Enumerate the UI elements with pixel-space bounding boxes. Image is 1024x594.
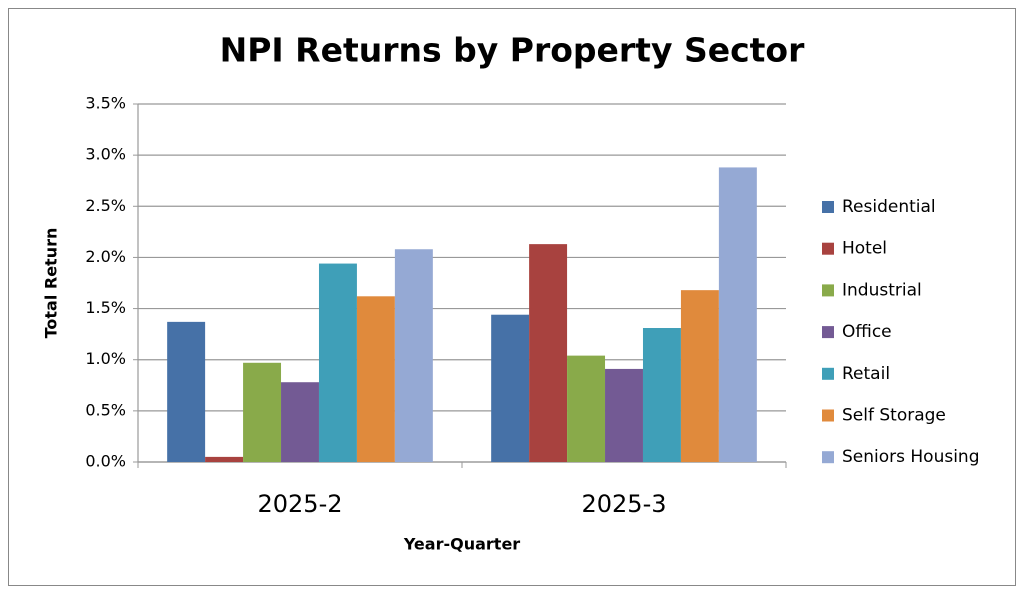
y-tick-label: 0.0% bbox=[85, 452, 126, 471]
y-tick-label: 0.5% bbox=[85, 400, 126, 419]
y-tick-label: 3.5% bbox=[85, 94, 126, 113]
legend-swatch bbox=[822, 326, 834, 339]
chart-border bbox=[8, 8, 1016, 586]
bar bbox=[243, 362, 282, 462]
x-axis-label: Year-Quarter bbox=[403, 535, 520, 554]
x-tick-label: 2025-3 bbox=[581, 490, 666, 518]
bar bbox=[318, 263, 357, 462]
bar bbox=[356, 296, 395, 462]
bar bbox=[718, 167, 757, 462]
bar bbox=[605, 368, 643, 462]
bar bbox=[642, 328, 681, 462]
bar bbox=[491, 314, 530, 462]
y-tick-label: 1.5% bbox=[85, 298, 126, 317]
legend-swatch bbox=[822, 242, 834, 255]
bar bbox=[529, 244, 568, 462]
legend-swatch bbox=[822, 284, 834, 297]
bar bbox=[394, 249, 433, 462]
bar bbox=[167, 321, 206, 462]
legend-label: Seniors Housing bbox=[842, 447, 980, 467]
bar bbox=[205, 456, 244, 462]
y-tick-label: 3.0% bbox=[85, 145, 126, 164]
legend-swatch bbox=[822, 367, 834, 380]
legend-label: Industrial bbox=[842, 280, 922, 300]
bar bbox=[567, 355, 606, 462]
legend-label: Residential bbox=[842, 197, 936, 217]
legend-swatch bbox=[822, 451, 834, 464]
bar bbox=[281, 382, 319, 462]
chart-title: NPI Returns by Property Sector bbox=[220, 31, 805, 70]
legend-swatch bbox=[822, 201, 834, 213]
legend-label: Office bbox=[842, 322, 892, 342]
legend-label: Retail bbox=[842, 364, 890, 384]
bar bbox=[680, 290, 719, 462]
y-tick-label: 2.0% bbox=[85, 247, 126, 266]
x-tick-label: 2025-2 bbox=[257, 490, 342, 518]
legend-label: Self Storage bbox=[842, 406, 946, 426]
y-axis-label: Total Return bbox=[42, 228, 61, 339]
y-tick-label: 2.5% bbox=[85, 196, 126, 215]
legend-swatch bbox=[822, 409, 834, 422]
y-tick-label: 1.0% bbox=[85, 349, 126, 368]
legend-label: Hotel bbox=[842, 239, 887, 259]
